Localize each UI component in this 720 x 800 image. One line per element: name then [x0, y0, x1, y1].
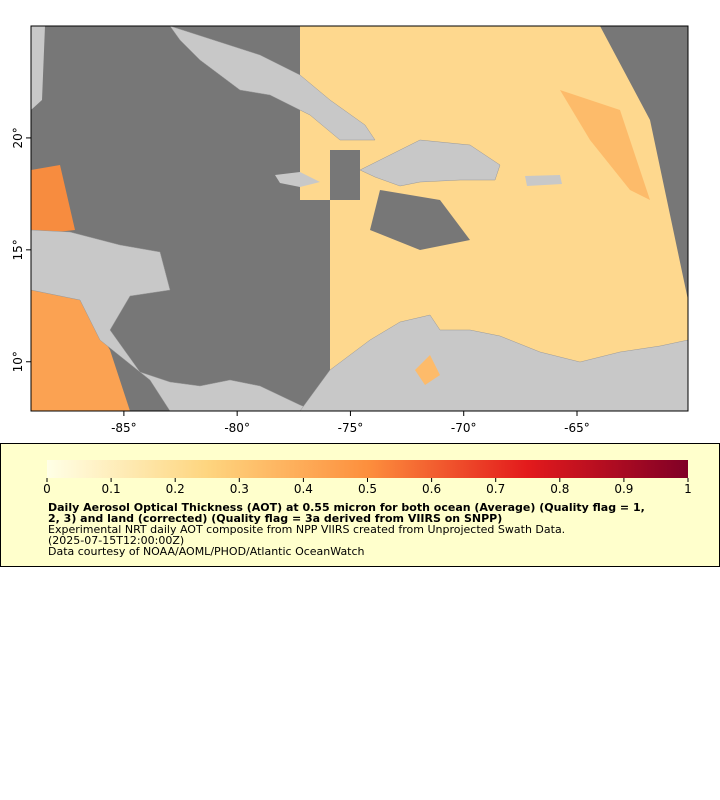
caption-line: (2025-07-15T12:00:00Z)	[48, 534, 184, 547]
colorbar-tick-label: 0.6	[422, 482, 441, 496]
caption-line: Data courtesy of NOAA/AOML/PHOD/Atlantic…	[48, 545, 365, 558]
colorbar-tick-label: 0.4	[294, 482, 313, 496]
land	[275, 172, 320, 187]
caption-title: 2, 3) and land (corrected) (Quality flag…	[48, 512, 502, 525]
land	[31, 229, 316, 411]
map	[31, 26, 688, 411]
y-tick-label: 20°	[11, 127, 25, 148]
x-tick-label: -65°	[564, 421, 590, 435]
colorbar-tick-label: 0.9	[614, 482, 633, 496]
x-tick-label: -80°	[224, 421, 250, 435]
colorbar-tick-label: 0.8	[550, 482, 569, 496]
colorbar-tick-label: 0	[43, 482, 51, 496]
land	[525, 175, 562, 186]
colorbar-tick-label: 0.3	[230, 482, 249, 496]
colorbar	[47, 460, 688, 478]
y-tick-label: 10°	[11, 351, 25, 372]
colorbar-tick-label: 0.5	[358, 482, 377, 496]
caption-line: Experimental NRT daily AOT composite fro…	[48, 523, 565, 536]
x-tick-label: -75°	[338, 421, 364, 435]
land	[299, 314, 688, 411]
aot-swath	[560, 90, 650, 200]
colorbar-tick-label: 1	[684, 482, 692, 496]
caption-title: Daily Aerosol Optical Thickness (AOT) at…	[48, 501, 645, 514]
map-frame	[30, 25, 689, 412]
colorbar-tick-label: 0.2	[166, 482, 185, 496]
land	[359, 139, 501, 187]
x-tick-label: -70°	[451, 421, 477, 435]
colorbar-ticks: 0 0.1 0.2 0.3 0.4 0.5 0.6 0.7 0.8 0.9 1	[43, 478, 692, 496]
aot-swath	[31, 290, 130, 411]
no-data	[370, 190, 470, 250]
aot-swath	[31, 165, 75, 235]
axes: -85° -80° -75° -70° -65° 10° 15° 20°	[11, 127, 590, 435]
no-data	[330, 150, 360, 200]
x-tick-label: -85°	[111, 421, 137, 435]
land	[31, 26, 45, 110]
colorbar-tick-label: 0.1	[102, 482, 121, 496]
y-tick-label: 15°	[11, 239, 25, 260]
land	[169, 26, 376, 141]
colorbar-tick-label: 0.7	[486, 482, 505, 496]
aot-swath	[415, 355, 440, 385]
